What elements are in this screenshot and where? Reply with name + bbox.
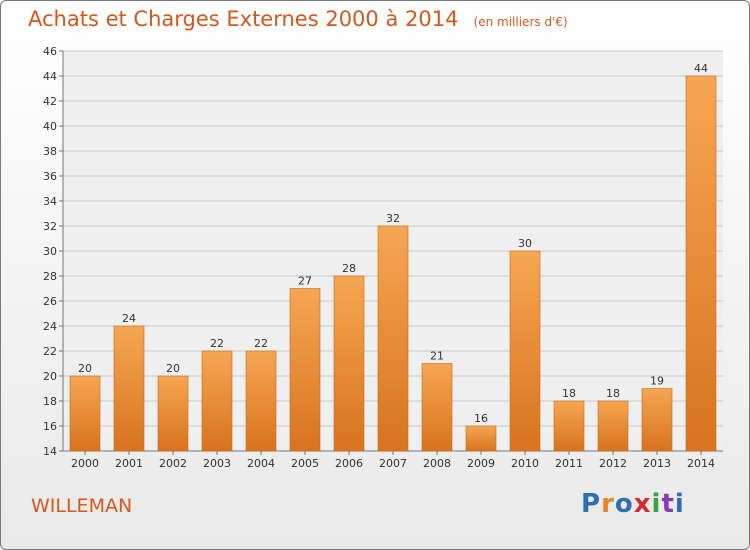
bar <box>201 350 233 452</box>
y-tick-label: 20 <box>43 370 57 383</box>
y-tick-label: 30 <box>43 245 57 258</box>
bar <box>377 225 409 452</box>
bar <box>289 288 321 452</box>
x-tick-label: 2014 <box>687 457 715 470</box>
bar <box>685 75 717 452</box>
x-tick-label: 2002 <box>159 457 187 470</box>
y-tick-label: 26 <box>43 295 57 308</box>
logo-letter: t <box>661 489 675 519</box>
y-tick-label: 28 <box>43 270 57 283</box>
logo-letter: x <box>633 489 652 519</box>
proxiti-logo: Proxiti <box>581 489 685 519</box>
data-label: 22 <box>254 337 268 350</box>
data-label: 20 <box>78 362 92 375</box>
x-tick-label: 2001 <box>115 457 143 470</box>
logo-letter: r <box>601 489 615 519</box>
logo-letter: i <box>651 489 662 519</box>
x-tick-label: 2006 <box>335 457 363 470</box>
data-label: 28 <box>342 262 356 275</box>
y-tick-label: 38 <box>43 145 57 158</box>
data-label: 44 <box>694 62 708 75</box>
x-tick-label: 2013 <box>643 457 671 470</box>
bar <box>421 363 453 452</box>
y-tick-label: 40 <box>43 120 57 133</box>
chart-title: Achats et Charges Externes 2000 à 2014 (… <box>28 7 568 31</box>
y-tick-label: 18 <box>43 395 57 408</box>
x-tick-label: 2000 <box>71 457 99 470</box>
x-tick-label: 2008 <box>423 457 451 470</box>
y-tick-label: 36 <box>43 170 57 183</box>
data-label: 19 <box>650 375 664 388</box>
y-tick-label: 14 <box>43 445 57 458</box>
data-label: 21 <box>430 350 444 363</box>
data-label: 24 <box>122 312 136 325</box>
x-tick-label: 2010 <box>511 457 539 470</box>
bar <box>641 388 673 452</box>
y-tick-label: 22 <box>43 345 57 358</box>
bar <box>465 425 497 452</box>
data-label: 22 <box>210 337 224 350</box>
bar <box>333 275 365 452</box>
x-tick-label: 2011 <box>555 457 583 470</box>
x-tick-label: 2009 <box>467 457 495 470</box>
bar <box>245 350 277 452</box>
bar <box>69 375 101 452</box>
y-tick-label: 34 <box>43 195 57 208</box>
bar <box>509 250 541 452</box>
data-label: 32 <box>386 212 400 225</box>
y-tick-label: 24 <box>43 320 57 333</box>
y-tick-label: 16 <box>43 420 57 433</box>
chart-title-text: Achats et Charges Externes 2000 à 2014 <box>28 7 459 31</box>
data-label: 27 <box>298 275 312 288</box>
x-tick-label: 2012 <box>599 457 627 470</box>
bar <box>113 325 145 452</box>
y-tick-label: 44 <box>43 70 57 83</box>
data-label: 16 <box>474 412 488 425</box>
bar <box>157 375 189 452</box>
y-tick-label: 46 <box>43 45 57 58</box>
logo-letter: P <box>581 489 602 519</box>
chart-unit: (en milliers d'€) <box>473 15 568 29</box>
x-tick-label: 2003 <box>203 457 231 470</box>
commune-name: WILLEMAN <box>31 495 133 517</box>
x-tick-label: 2007 <box>379 457 407 470</box>
bar <box>553 400 585 452</box>
logo-letter: i <box>674 489 685 519</box>
y-tick-label: 32 <box>43 220 57 233</box>
x-tick-label: 2004 <box>247 457 275 470</box>
logo-letter: o <box>614 489 634 519</box>
x-tick-label: 2005 <box>291 457 319 470</box>
y-tick-label: 42 <box>43 95 57 108</box>
data-label: 30 <box>518 237 532 250</box>
bar <box>597 400 629 452</box>
data-label: 18 <box>606 387 620 400</box>
data-label: 20 <box>166 362 180 375</box>
data-label: 18 <box>562 387 576 400</box>
